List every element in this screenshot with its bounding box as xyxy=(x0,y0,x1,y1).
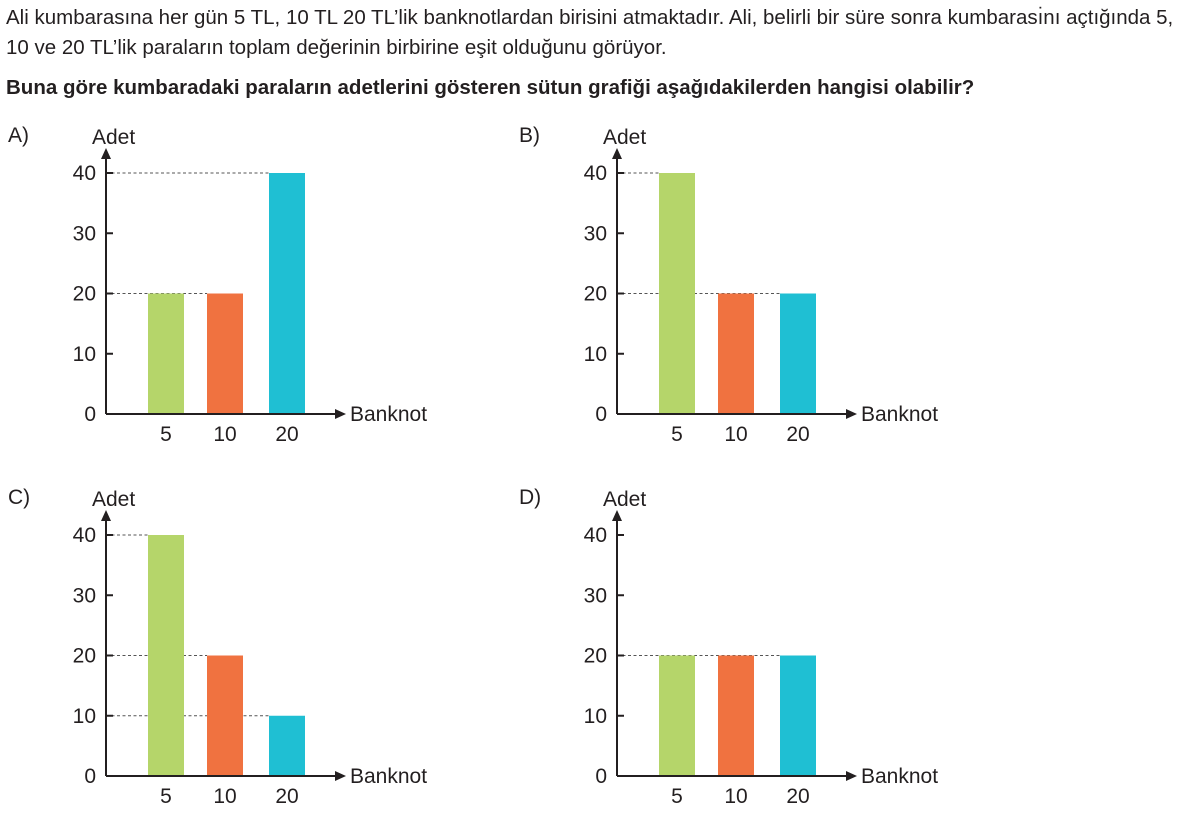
bar-chart: 0 10 20 30 40 5 10 20 Adet Banknot xyxy=(73,488,428,808)
y-tick-label: 40 xyxy=(73,524,96,547)
y-tick-label: 30 xyxy=(584,584,607,607)
bar-chart: 0 10 20 30 40 5 10 20 Adet Banknot xyxy=(73,126,428,446)
y-tick-label: 30 xyxy=(584,222,607,245)
option-letter: D) xyxy=(519,486,542,509)
bar-5 xyxy=(659,173,695,414)
y-tick-label: 10 xyxy=(73,343,96,366)
y-axis-arrow xyxy=(101,148,111,159)
y-tick-label: 40 xyxy=(584,524,607,547)
bar-chart: 0 10 20 30 40 5 10 20 Adet Banknot xyxy=(584,126,939,446)
x-axis-arrow xyxy=(335,771,346,781)
x-tick-label: 20 xyxy=(786,785,809,808)
bar-20 xyxy=(269,173,305,414)
y-tick-label: 10 xyxy=(584,343,607,366)
bar-10 xyxy=(207,655,243,776)
option-letter: A) xyxy=(8,124,29,147)
y-tick-label: 0 xyxy=(84,765,96,788)
x-tick-label: 10 xyxy=(724,423,747,446)
option-a-chart[interactable]: A) 0 10 20 30 40 5 10 20 Adet Banknot xyxy=(8,124,468,446)
x-tick-label: 20 xyxy=(275,785,298,808)
bar-20 xyxy=(269,715,305,776)
question-prompt: Buna göre kumbaradaki paraların adetleri… xyxy=(6,76,975,99)
x-tick-label: 20 xyxy=(786,423,809,446)
y-tick-label: 0 xyxy=(595,765,607,788)
option-b-chart[interactable]: B) 0 10 20 30 40 5 10 20 Adet Banknot xyxy=(519,124,979,446)
y-tick-label: 20 xyxy=(584,645,607,668)
y-tick-label: 30 xyxy=(73,584,96,607)
x-axis-label: Banknot xyxy=(861,765,938,788)
x-axis-label: Banknot xyxy=(350,765,427,788)
x-axis-label: Banknot xyxy=(350,403,427,426)
x-tick-label: 10 xyxy=(213,785,236,808)
y-tick-label: 40 xyxy=(584,162,607,185)
bar-20 xyxy=(780,655,816,776)
y-tick-label: 20 xyxy=(584,283,607,306)
question-intro: Ali kumbarasına her gün 5 TL, 10 TL 20 T… xyxy=(6,6,1174,59)
x-tick-label: 10 xyxy=(213,423,236,446)
x-axis-arrow xyxy=(846,771,857,781)
option-c-chart[interactable]: C) 0 10 20 30 40 5 10 20 Adet Banknot xyxy=(8,486,468,808)
x-tick-label: 5 xyxy=(160,423,172,446)
bar-10 xyxy=(207,293,243,414)
x-tick-label: 10 xyxy=(724,785,747,808)
option-letter: C) xyxy=(8,486,31,509)
x-tick-label: 5 xyxy=(671,423,683,446)
y-axis-arrow xyxy=(612,148,622,159)
x-tick-label: 5 xyxy=(671,785,683,808)
bar-5 xyxy=(148,535,184,776)
y-tick-label: 20 xyxy=(73,645,96,668)
x-axis-arrow xyxy=(335,409,346,419)
y-tick-label: 30 xyxy=(73,222,96,245)
x-tick-label: 20 xyxy=(275,423,298,446)
x-tick-label: 5 xyxy=(160,785,172,808)
bar-10 xyxy=(718,293,754,414)
bar-5 xyxy=(659,655,695,776)
y-axis-arrow xyxy=(101,510,111,521)
option-d-chart[interactable]: D) 0 10 20 30 40 5 10 20 Adet Banknot xyxy=(519,486,979,808)
y-tick-label: 20 xyxy=(73,283,96,306)
bar-20 xyxy=(780,293,816,414)
bar-5 xyxy=(148,293,184,414)
y-axis-label: Adet xyxy=(603,488,646,511)
y-tick-label: 10 xyxy=(584,705,607,728)
y-axis-label: Adet xyxy=(92,126,135,149)
y-tick-label: 40 xyxy=(73,162,96,185)
x-axis-label: Banknot xyxy=(861,403,938,426)
bar-chart: 0 10 20 30 40 5 10 20 Adet Banknot xyxy=(584,488,939,808)
x-axis-arrow xyxy=(846,409,857,419)
y-axis-label: Adet xyxy=(603,126,646,149)
y-axis-arrow xyxy=(612,510,622,521)
y-axis-label: Adet xyxy=(92,488,135,511)
y-tick-label: 10 xyxy=(73,705,96,728)
y-tick-label: 0 xyxy=(84,403,96,426)
option-letter: B) xyxy=(519,124,540,147)
y-tick-label: 0 xyxy=(595,403,607,426)
bar-10 xyxy=(718,655,754,776)
